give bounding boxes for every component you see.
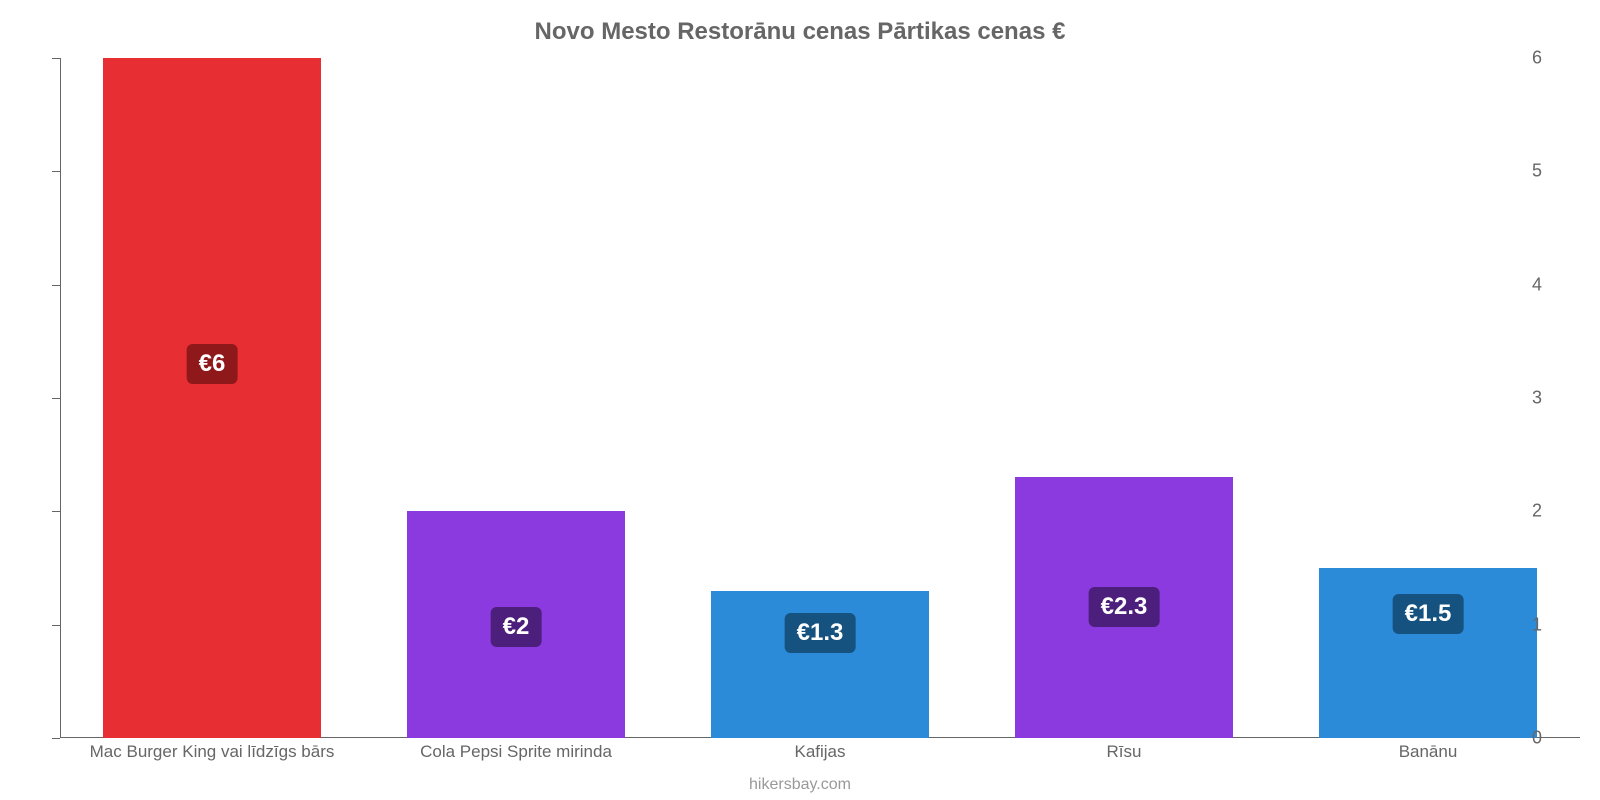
y-tick-mark xyxy=(52,511,60,512)
bars-group: €6 €2 €1.3 €2.3 €1.5 xyxy=(60,58,1580,738)
y-tick-mark xyxy=(52,738,60,739)
bar: €1.5 xyxy=(1319,568,1538,738)
value-badge: €2 xyxy=(491,607,542,647)
y-tick-label: 2 xyxy=(1532,501,1542,522)
chart-title: Novo Mesto Restorānu cenas Pārtikas cena… xyxy=(0,0,1600,46)
x-axis-label: Mac Burger King vai līdzīgs bārs xyxy=(90,742,335,762)
bar: €1.3 xyxy=(711,591,930,738)
bar: €2.3 xyxy=(1015,477,1234,738)
x-axis-label: Cola Pepsi Sprite mirinda xyxy=(420,742,612,762)
y-tick-mark xyxy=(52,398,60,399)
chart-container: Novo Mesto Restorānu cenas Pārtikas cena… xyxy=(0,0,1600,800)
y-tick-mark xyxy=(52,58,60,59)
y-tick-label: 5 xyxy=(1532,161,1542,182)
bar: €6 xyxy=(103,58,322,738)
y-tick-label: 0 xyxy=(1532,728,1542,749)
y-tick-label: 3 xyxy=(1532,388,1542,409)
y-tick-label: 1 xyxy=(1532,614,1542,635)
value-badge: €6 xyxy=(187,344,238,384)
bar: €2 xyxy=(407,511,626,738)
attribution-text: hikersbay.com xyxy=(0,776,1600,794)
value-badge: €1.5 xyxy=(1393,594,1464,634)
x-axis-label: Kafijas xyxy=(794,742,845,762)
value-badge: €2.3 xyxy=(1089,587,1160,627)
plot-area: €6€2€1.3€2.3€1.5 0123456 xyxy=(60,58,1580,738)
y-tick-label: 4 xyxy=(1532,274,1542,295)
value-badge: €1.3 xyxy=(785,613,856,653)
x-axis-label: Rīsu xyxy=(1107,742,1142,762)
y-tick-mark xyxy=(52,171,60,172)
y-tick-label: 6 xyxy=(1532,48,1542,69)
y-tick-mark xyxy=(52,285,60,286)
y-tick-mark xyxy=(52,625,60,626)
x-axis-label: Banānu xyxy=(1399,742,1458,762)
